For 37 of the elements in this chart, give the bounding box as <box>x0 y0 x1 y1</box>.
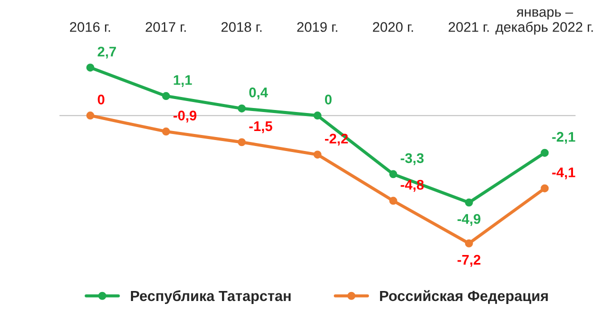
x-tick-label: 2019 г. <box>297 22 338 32</box>
point <box>314 150 322 159</box>
data-label: -2,2 <box>324 134 348 146</box>
data-label: -3,3 <box>400 153 424 166</box>
data-label: -2,1 <box>552 132 576 144</box>
point <box>314 112 322 120</box>
data-label: -7,2 <box>458 254 480 267</box>
data-label: -4,8 <box>400 180 424 192</box>
legend-label: Республика Татарстан <box>130 290 291 304</box>
point <box>86 112 94 120</box>
point <box>86 64 94 72</box>
data-label: 2,7 <box>98 46 116 59</box>
data-label: 0 <box>98 94 104 104</box>
data-label: 1,1 <box>174 75 192 87</box>
data-label: 0 <box>324 94 332 104</box>
legend-label: Российская Федерация <box>380 290 548 304</box>
point <box>238 138 246 146</box>
point <box>162 92 170 100</box>
x-tick-label: 2016 г. <box>70 22 110 32</box>
point <box>540 184 549 192</box>
point <box>389 196 398 205</box>
point <box>389 170 398 178</box>
x-tick-label: 2017 г. <box>146 22 186 32</box>
x-tick-label: 2020 г. <box>372 22 413 32</box>
x-tick-label: 2021 г. <box>448 22 489 32</box>
x-tick-label: январь – декабрь 2022 г. <box>496 9 593 35</box>
point <box>464 239 473 248</box>
data-label: -4,9 <box>458 214 480 226</box>
data-label: -4,1 <box>552 168 576 180</box>
point <box>464 198 473 207</box>
point <box>162 128 170 136</box>
data-label: 0,4 <box>249 88 268 100</box>
data-label: -0,9 <box>174 110 196 122</box>
x-tick-label: 2018 г. <box>221 22 262 32</box>
point <box>540 148 549 157</box>
point <box>238 104 246 112</box>
data-label: -1,5 <box>249 121 272 134</box>
